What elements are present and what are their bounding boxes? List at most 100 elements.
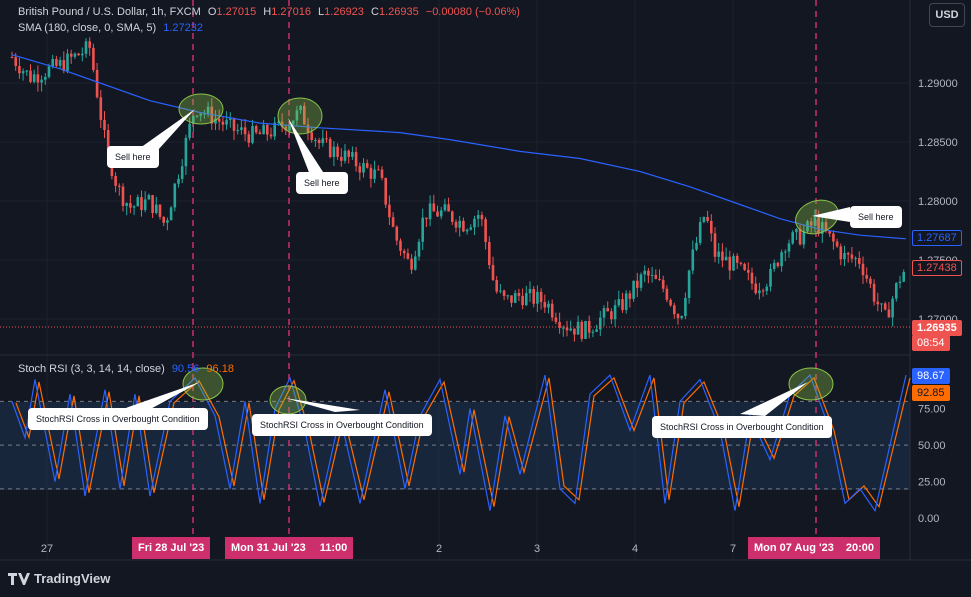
candle-body (754, 283, 757, 294)
candle-body (795, 228, 798, 233)
candle-body (14, 57, 17, 66)
candle-body (177, 178, 180, 184)
high-value: 1.27016 (271, 6, 311, 18)
candle-body (380, 169, 384, 178)
candle-body (650, 274, 654, 276)
stoch-zone-1[interactable] (182, 367, 224, 401)
candle-body (780, 252, 783, 267)
candle-body (846, 253, 850, 255)
candle-body (499, 290, 502, 292)
stoch-tick-label: 25.00 (918, 477, 946, 489)
candle-body (114, 176, 117, 186)
stoch-zone-2[interactable] (269, 385, 307, 415)
high-label: H (263, 6, 272, 18)
candle-body (676, 314, 680, 319)
candle-body (40, 79, 43, 83)
candle-body (421, 217, 424, 242)
candle-body (661, 279, 665, 289)
candle-body (439, 210, 443, 217)
candle-body (81, 53, 84, 56)
candle-body (573, 328, 576, 335)
sell-callout-1[interactable]: Sell here (107, 146, 159, 168)
date-pill-2: Mon 31 Jul '23 11:00 (225, 537, 354, 559)
stoch-k-tag: 98.67 (912, 368, 950, 384)
candle-body (758, 290, 761, 294)
candle-body (698, 222, 702, 243)
time-tick-label: 4 (632, 543, 638, 555)
sell-callout-3[interactable]: Sell here (850, 206, 902, 228)
candle-body (66, 53, 69, 71)
date-pill-2-time: 11:00 (319, 542, 348, 554)
stoch-zone-3[interactable] (788, 367, 834, 401)
candle-body (373, 169, 376, 179)
price-tick-label: 1.29000 (918, 78, 958, 90)
candle-body (288, 124, 291, 131)
candle-body (84, 41, 88, 54)
candle-body (143, 199, 147, 211)
candle-body (391, 217, 395, 227)
low-label: L (318, 6, 325, 18)
candle-body (69, 53, 73, 57)
candle-body (602, 308, 606, 318)
candle-body (188, 123, 191, 138)
sell-callout-2[interactable]: Sell here (296, 172, 348, 194)
sma-line (11, 54, 907, 240)
candle-body (243, 127, 247, 135)
tradingview-icon (8, 572, 30, 585)
stoch-callout-2[interactable]: StochRSI Cross in Overbought Condition (252, 414, 432, 436)
candle-body (558, 321, 561, 328)
candle-body (258, 132, 262, 135)
candle-body (184, 137, 188, 167)
candle-body (36, 74, 40, 83)
candle-body (55, 59, 58, 66)
stoch-d-value: 96.18 (206, 363, 234, 375)
candle-body (95, 69, 99, 98)
candle-body (199, 113, 202, 116)
candle-body (491, 264, 495, 281)
stoch-callout-3[interactable]: StochRSI Cross in Overbought Condition (652, 416, 832, 438)
callout-pointer-4 (120, 382, 200, 412)
candle-body (673, 305, 676, 315)
candle-body (732, 255, 735, 271)
candle-body (869, 278, 872, 284)
candle-body (480, 214, 484, 220)
candle-body (628, 293, 632, 299)
tradingview-logo[interactable]: TradingView (8, 571, 110, 586)
candle-body (369, 167, 373, 179)
candle-body (517, 293, 521, 296)
currency-button[interactable]: USD (929, 3, 965, 27)
callout-pointer-1 (140, 109, 195, 150)
stoch-d-tag: 92.85 (912, 385, 950, 401)
symbol-title[interactable]: British Pound / U.S. Dollar, 1h, FXCM (18, 6, 201, 18)
candle-body (691, 249, 695, 271)
candle-body (132, 206, 136, 208)
sell-zone-3[interactable] (791, 194, 843, 239)
sell-zone-2[interactable] (277, 97, 323, 135)
stoch-callout-1[interactable]: StochRSI Cross in Overbought Condition (28, 408, 208, 430)
candle-body (739, 262, 743, 264)
candle-body (321, 138, 325, 144)
candle-body (706, 217, 709, 221)
candle-body (813, 217, 817, 226)
candle-body (443, 204, 447, 211)
candle-body (887, 309, 891, 318)
legend-sma[interactable]: SMA (180, close, 0, SMA, 5) 1.27232 (18, 22, 203, 34)
candle-body (835, 241, 839, 247)
callout-pointer-2 (288, 118, 325, 175)
candle-body (569, 328, 572, 331)
candle-body (295, 110, 299, 121)
candle-body (717, 251, 720, 257)
legend-stoch[interactable]: Stoch RSI (3, 3, 14, 14, close) 90.56 96… (18, 363, 234, 375)
candle-body (798, 228, 802, 245)
date-pill-1: Fri 28 Jul '23 (132, 537, 211, 559)
price-tick-label: 1.28500 (918, 137, 958, 149)
candle-body (118, 185, 121, 187)
candle-body (103, 119, 106, 131)
candle-body (32, 74, 36, 82)
sell-zone-1[interactable] (178, 93, 224, 125)
change-value: −0.00080 (−0.06%) (425, 6, 520, 18)
legend-main[interactable]: British Pound / U.S. Dollar, 1h, FXCM O1… (18, 6, 520, 18)
candle-body (362, 163, 365, 173)
candle-body (29, 70, 32, 82)
